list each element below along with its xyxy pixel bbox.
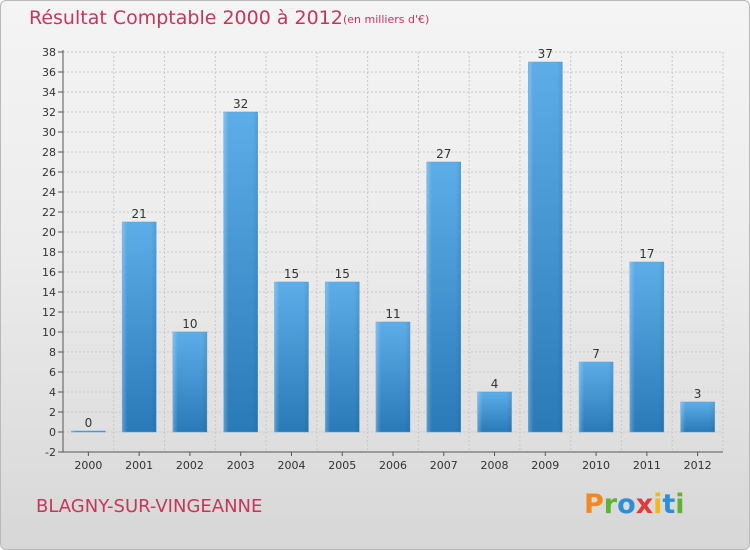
- bar-shade: [629, 262, 664, 432]
- data-label: 3: [694, 387, 702, 401]
- place-name: BLAGNY-SUR-VINGEANNE: [36, 496, 263, 517]
- data-label: 27: [436, 147, 451, 161]
- y-tick-label: 18: [42, 246, 56, 259]
- axes: -202468101214161820222426283032343638200…: [42, 46, 723, 472]
- bar-shade: [376, 322, 410, 432]
- y-tick-label: 30: [42, 126, 56, 139]
- x-tick-label: 2001: [125, 459, 153, 472]
- data-label: 17: [639, 247, 654, 261]
- x-tick-label: 2012: [684, 459, 712, 472]
- logo-letter: P: [584, 489, 604, 520]
- y-tick-label: 6: [49, 366, 56, 379]
- y-tick-label: 38: [42, 46, 56, 59]
- bar-shade: [223, 112, 258, 432]
- x-tick-label: 2006: [379, 459, 407, 472]
- logo-letter: o: [617, 489, 636, 520]
- y-tick-label: -2: [45, 446, 56, 459]
- data-label: 15: [284, 267, 299, 281]
- bar-shade: [71, 431, 106, 432]
- y-tick-label: 8: [49, 346, 56, 359]
- x-tick-label: 2011: [633, 459, 661, 472]
- data-label: 7: [592, 347, 600, 361]
- x-tick-label: 2004: [277, 459, 305, 472]
- data-label: 0: [85, 416, 93, 430]
- x-tick-label: 2000: [74, 459, 102, 472]
- logo-letter: r: [603, 489, 618, 520]
- chart-title: Résultat Comptable 2000 à 2012: [29, 7, 343, 29]
- y-tick-label: 16: [42, 266, 56, 279]
- data-label: 4: [491, 377, 499, 391]
- data-label: 37: [538, 47, 553, 61]
- data-label: 21: [132, 207, 147, 221]
- y-tick-label: 26: [42, 166, 56, 179]
- x-tick-label: 2009: [531, 459, 559, 472]
- bar-shade: [426, 162, 461, 432]
- bar-shade: [172, 332, 207, 432]
- data-label: 10: [182, 317, 197, 331]
- data-label: 11: [385, 307, 400, 321]
- bars: 0 21 10 32 15 15 11 27 4 37 7 17 3: [71, 47, 715, 433]
- logo-letter: t: [662, 489, 676, 520]
- x-tick-label: 2008: [481, 459, 509, 472]
- proxiti-logo[interactable]: Proxiti: [584, 489, 685, 520]
- y-tick-label: 34: [42, 86, 56, 99]
- y-tick-label: 36: [42, 66, 56, 79]
- bar-shade: [477, 392, 512, 432]
- y-tick-label: 12: [42, 306, 56, 319]
- y-tick-label: 14: [42, 286, 56, 299]
- x-tick-label: 2005: [328, 459, 356, 472]
- data-label: 15: [335, 267, 350, 281]
- y-tick-label: 22: [42, 206, 56, 219]
- y-tick-label: 24: [42, 186, 56, 199]
- y-tick-label: 4: [49, 386, 56, 399]
- bar-shade: [122, 222, 157, 432]
- bar-shade: [579, 362, 614, 432]
- y-tick-label: 32: [42, 106, 56, 119]
- y-tick-label: 28: [42, 146, 56, 159]
- logo-letter: x: [635, 489, 654, 520]
- bar-shade: [325, 282, 360, 432]
- bar-shade: [528, 62, 563, 432]
- bar-shade: [680, 402, 715, 432]
- chart-subtitle: (en milliers d'€): [343, 13, 430, 26]
- x-tick-label: 2003: [227, 459, 255, 472]
- bar-shade: [274, 282, 309, 432]
- y-tick-label: 10: [42, 326, 56, 339]
- y-tick-label: 0: [49, 426, 56, 439]
- logo-letter: i: [653, 489, 663, 520]
- x-tick-label: 2010: [582, 459, 610, 472]
- y-tick-label: 2: [49, 406, 56, 419]
- y-tick-label: 20: [42, 226, 56, 239]
- x-tick-label: 2002: [176, 459, 204, 472]
- data-label: 32: [233, 97, 248, 111]
- x-tick-label: 2007: [430, 459, 458, 472]
- logo-letter: i: [675, 489, 685, 520]
